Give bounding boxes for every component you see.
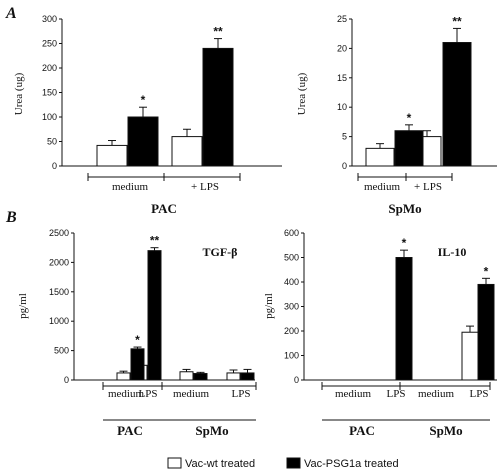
y-tick-label: 2000 <box>49 257 69 267</box>
y-tick-label: 25 <box>337 14 347 24</box>
bar-vac-wt <box>171 136 203 167</box>
x-category-label: LPS <box>139 388 158 400</box>
group-label: PAC <box>349 423 375 438</box>
x-category-label: medium <box>112 181 148 193</box>
y-axis-label: Urea (ug) <box>13 72 25 115</box>
y-tick-label: 300 <box>42 14 57 24</box>
x-category-label: LPS <box>387 388 406 400</box>
y-tick-label: 0 <box>294 375 299 385</box>
bar-vac-psg1a <box>442 42 472 167</box>
bar-vac-wt <box>179 371 194 381</box>
y-axis-label: pg/ml <box>17 293 29 319</box>
bar-vac-wt <box>96 144 128 167</box>
legend-label-psg1a: Vac-PSG1a treated <box>304 458 399 470</box>
bar-vac-psg1a <box>394 130 424 167</box>
significance-marker: * <box>484 264 489 278</box>
x-category-label: medium <box>173 388 209 400</box>
group-label: SpMo <box>429 423 462 438</box>
legend-swatch-wt <box>167 457 182 469</box>
y-tick-label: 50 <box>47 137 57 147</box>
bar-vac-psg1a <box>202 47 234 167</box>
x-category-label: LPS <box>470 388 489 400</box>
chart-il-10: 0 100 200 300 400 500 600 pg/ml IL-10 * * medium LPS… <box>263 228 497 438</box>
y-tick-label: 15 <box>337 73 347 83</box>
y-tick-label: 200 <box>42 63 57 73</box>
x-category-label: LPS <box>232 388 251 400</box>
y-axis-label: pg/ml <box>263 293 275 319</box>
bar-vac-psg1a <box>240 372 255 381</box>
y-tick-label: 2500 <box>49 228 69 238</box>
group-label: SpMo <box>195 423 228 438</box>
x-category-label: medium <box>364 181 400 193</box>
x-axis-label: PAC <box>151 201 177 216</box>
y-tick-label: 200 <box>284 326 299 336</box>
x-category-label: medium <box>418 388 454 400</box>
x-axis-label: SpMo <box>388 201 421 216</box>
y-tick-label: 500 <box>284 253 299 263</box>
chart-tgf-beta: 05001000150020002500pg/mlTGF-β***mediumL… <box>17 228 257 438</box>
bar-vac-psg1a <box>130 348 145 381</box>
x-category-label: + LPS <box>414 181 442 193</box>
bar-vac-psg1a <box>147 250 162 381</box>
significance-marker: * <box>135 333 140 347</box>
y-tick-label: 250 <box>42 39 57 49</box>
y-tick-label: 1500 <box>49 287 69 297</box>
y-tick-label: 300 <box>284 302 299 312</box>
group-label: PAC <box>117 423 143 438</box>
y-tick-label: 0 <box>342 161 347 171</box>
y-tick-label: 5 <box>342 132 347 142</box>
y-tick-label: 0 <box>64 375 69 385</box>
legend: Vac-wt treated Vac-PSG1a treated <box>167 457 399 470</box>
panel-label-b: B <box>5 209 17 226</box>
bar-vac-wt <box>365 147 395 167</box>
significance-marker: * <box>402 236 407 250</box>
chart-title: IL-10 <box>438 245 467 259</box>
y-tick-label: 100 <box>284 351 299 361</box>
bar-vac-psg1a <box>193 373 208 381</box>
y-tick-label: 0 <box>52 161 57 171</box>
y-tick-label: 100 <box>42 112 57 122</box>
y-tick-label: 1000 <box>49 316 69 326</box>
chart-title: TGF-β <box>203 245 238 259</box>
x-category-label: + LPS <box>191 181 219 193</box>
legend-swatch-psg1a <box>286 457 301 469</box>
y-tick-label: 500 <box>54 346 69 356</box>
legend-label-wt: Vac-wt treated <box>185 458 255 470</box>
y-tick-label: 10 <box>337 102 347 112</box>
bar-vac-wt <box>116 372 131 381</box>
panel-label-a: A <box>5 5 17 22</box>
bar-vac-wt <box>226 372 241 381</box>
significance-marker: * <box>141 93 146 107</box>
x-category-label: medium <box>335 388 371 400</box>
y-tick-label: 600 <box>284 228 299 238</box>
bar-vac-psg1a <box>477 283 495 381</box>
y-tick-label: 20 <box>337 43 347 53</box>
significance-marker: ** <box>452 14 462 28</box>
significance-marker: ** <box>150 234 160 248</box>
x-category-label: medium <box>108 388 144 400</box>
y-tick-label: 150 <box>42 88 57 98</box>
significance-marker: * <box>407 111 412 125</box>
bar-vac-psg1a <box>127 116 159 167</box>
bar-vac-wt <box>461 331 479 381</box>
significance-marker: ** <box>213 25 223 39</box>
y-axis-label: Urea (ug) <box>296 72 308 115</box>
bar-vac-psg1a <box>395 257 413 381</box>
y-tick-label: 400 <box>284 277 299 287</box>
